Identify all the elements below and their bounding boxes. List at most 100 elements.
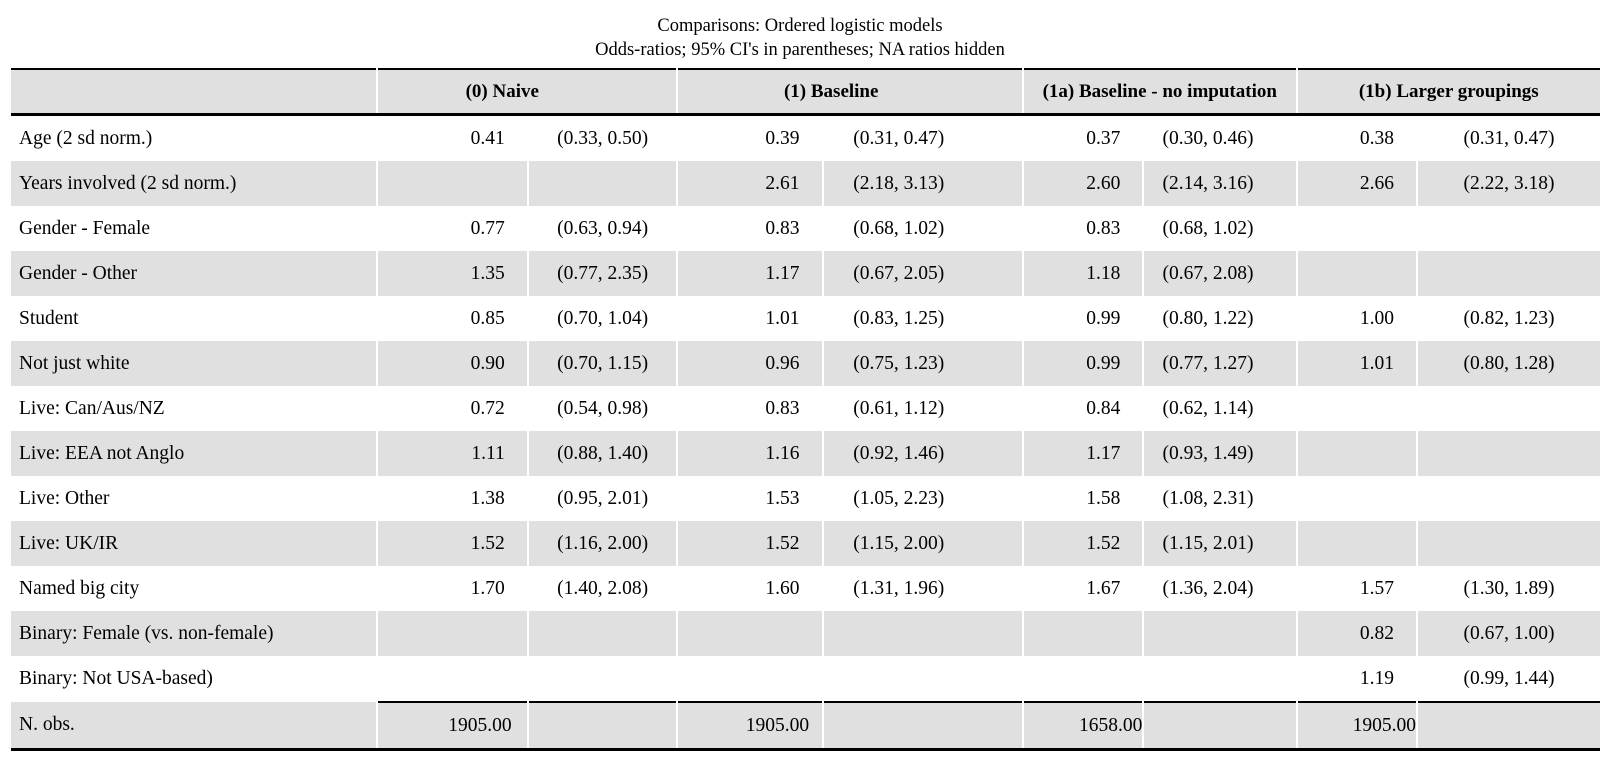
ci-cell: (0.95, 2.01) <box>527 476 679 521</box>
ci-cell: (0.63, 0.94) <box>527 206 679 251</box>
ci-cell <box>1416 251 1600 296</box>
odds-ratio-cell: 1.11 <box>377 431 529 476</box>
odds-ratio-cell: 2.60 <box>1022 161 1145 206</box>
table-row: Live: Can/Aus/NZ 0.72 (0.54, 0.98) 0.83 … <box>11 386 1600 431</box>
row-label: Years involved (2 sd norm.) <box>11 161 379 206</box>
odds-ratio-cell: 1.38 <box>377 476 529 521</box>
odds-ratio-cell: 1.52 <box>677 521 824 566</box>
ci-cell: (0.61, 1.12) <box>822 386 1024 431</box>
ci-cell <box>527 656 679 702</box>
ci-cell: (0.62, 1.14) <box>1143 386 1298 431</box>
results-table: (0) Naive (1) Baseline (1a) Baseline - n… <box>11 68 1600 751</box>
odds-ratio-cell <box>677 611 824 656</box>
table-subtitle: Odds-ratios; 95% CI's in parentheses; NA… <box>595 40 1005 61</box>
row-label: Binary: Female (vs. non-female) <box>11 611 379 656</box>
row-label: Named big city <box>11 566 379 611</box>
nobs-value: 1658.00 <box>1022 701 1145 751</box>
table-row: Not just white 0.90 (0.70, 1.15) 0.96 (0… <box>11 341 1600 386</box>
column-header-baseline: (1) Baseline <box>677 68 1024 116</box>
ci-cell: (0.68, 1.02) <box>822 206 1024 251</box>
odds-ratio-cell <box>377 161 529 206</box>
odds-ratio-cell: 0.37 <box>1022 114 1145 161</box>
table-row: Years involved (2 sd norm.) 2.61 (2.18, … <box>11 161 1600 206</box>
ci-cell: (1.05, 2.23) <box>822 476 1024 521</box>
ci-cell: (0.77, 1.27) <box>1143 341 1298 386</box>
ci-cell <box>1417 476 1600 521</box>
odds-ratio-cell: 1.60 <box>677 566 824 611</box>
odds-ratio-cell <box>1296 521 1418 566</box>
odds-ratio-cell: 1.52 <box>1022 521 1145 566</box>
row-label: Binary: Not USA-based) <box>11 656 379 702</box>
table-title: Comparisons: Ordered logistic models <box>657 16 943 36</box>
table-row: Live: UK/IR 1.52 (1.16, 2.00) 1.52 (1.15… <box>11 521 1600 566</box>
odds-ratio-cell: 0.38 <box>1296 114 1418 161</box>
ci-cell: (0.31, 0.47) <box>1463 127 1555 149</box>
table-row: Binary: Not USA-based) 1.19 (0.99, 1.44) <box>11 656 1600 702</box>
header-row: (0) Naive (1) Baseline (1a) Baseline - n… <box>11 68 1600 116</box>
column-header-larger-groupings: (1b) Larger groupings <box>1296 68 1600 116</box>
ci-cell: (1.16, 2.00) <box>527 521 679 566</box>
nobs-filler-cell <box>1143 701 1298 751</box>
row-label: Student <box>11 296 379 341</box>
ci-cell: (0.82, 1.23) <box>1463 307 1555 329</box>
odds-ratio-cell <box>1296 476 1418 521</box>
nobs-value: 1905.00 <box>377 701 529 751</box>
ci-cell: (0.77, 2.35) <box>527 251 679 296</box>
odds-ratio-cell: 0.72 <box>377 386 529 431</box>
table-row: Gender - Other 1.35 (0.77, 2.35) 1.17 (0… <box>11 251 1600 296</box>
odds-ratio-cell: 0.85 <box>377 296 529 341</box>
row-label: Age (2 sd norm.) <box>11 114 379 161</box>
odds-ratio-cell: 0.83 <box>677 206 824 251</box>
ci-cell <box>1417 206 1600 251</box>
odds-ratio-cell: 0.77 <box>377 206 529 251</box>
odds-ratio-cell: 1.58 <box>1022 476 1145 521</box>
odds-ratio-cell: 1.19 <box>1296 656 1418 702</box>
ci-cell: (0.92, 1.46) <box>822 431 1024 476</box>
row-label: Live: Other <box>11 476 379 521</box>
odds-ratio-cell: 1.01 <box>677 296 824 341</box>
table-row: Age (2 sd norm.) 0.41 (0.33, 0.50) 0.39 … <box>11 114 1600 161</box>
odds-ratio-cell: 0.90 <box>377 341 529 386</box>
odds-ratio-cell <box>1022 656 1145 702</box>
row-label: Live: Can/Aus/NZ <box>11 386 379 431</box>
nobs-filler-cell <box>1416 701 1600 751</box>
row-label: Not just white <box>11 341 379 386</box>
odds-ratio-cell: 0.82 <box>1296 611 1418 656</box>
odds-ratio-cell: 1.35 <box>377 251 529 296</box>
ci-cell: (0.33, 0.50) <box>527 114 679 161</box>
ci-cell: (0.70, 1.15) <box>527 341 679 386</box>
ci-cell: (0.30, 0.46) <box>1143 114 1298 161</box>
label-column-header <box>11 68 379 116</box>
ci-cell: (2.14, 3.16) <box>1143 161 1298 206</box>
odds-ratio-cell: 0.83 <box>1022 206 1145 251</box>
table-row: Live: Other 1.38 (0.95, 2.01) 1.53 (1.05… <box>11 476 1600 521</box>
ci-cell: (0.54, 0.98) <box>527 386 679 431</box>
ci-cell: (0.93, 1.49) <box>1143 431 1298 476</box>
ci-cell: (1.40, 2.08) <box>527 566 679 611</box>
odds-ratio-cell: 0.39 <box>677 114 824 161</box>
row-label: Live: UK/IR <box>11 521 379 566</box>
ci-cell: (0.88, 1.40) <box>527 431 679 476</box>
ci-cell <box>527 161 679 206</box>
ci-cell <box>822 611 1024 656</box>
title-block: Comparisons: Ordered logistic models Odd… <box>0 14 1600 63</box>
odds-ratio-cell: 0.41 <box>377 114 529 161</box>
ci-cell: (2.22, 3.18) <box>1416 161 1600 206</box>
odds-ratio-cell <box>377 656 529 702</box>
table-row: Gender - Female 0.77 (0.63, 0.94) 0.83 (… <box>11 206 1600 251</box>
ci-cell: (0.67, 2.05) <box>822 251 1024 296</box>
column-header-naive: (0) Naive <box>377 68 679 116</box>
ci-cell <box>1143 656 1298 702</box>
table-row: Live: EEA not Anglo 1.11 (0.88, 1.40) 1.… <box>11 431 1600 476</box>
ci-cell: (0.68, 1.02) <box>1143 206 1298 251</box>
odds-ratio-cell <box>1296 206 1418 251</box>
odds-ratio-cell: 1.00 <box>1296 296 1418 341</box>
nobs-row: N. obs. 1905.00 1905.00 1658.00 1905.00 <box>11 701 1600 751</box>
ci-cell: (0.83, 1.25) <box>822 296 1024 341</box>
odds-ratio-cell <box>1296 431 1418 476</box>
odds-ratio-cell: 1.67 <box>1022 566 1145 611</box>
odds-ratio-cell: 1.16 <box>677 431 824 476</box>
odds-ratio-cell: 1.70 <box>377 566 529 611</box>
ci-cell: (1.08, 2.31) <box>1143 476 1298 521</box>
ci-cell <box>1416 431 1600 476</box>
